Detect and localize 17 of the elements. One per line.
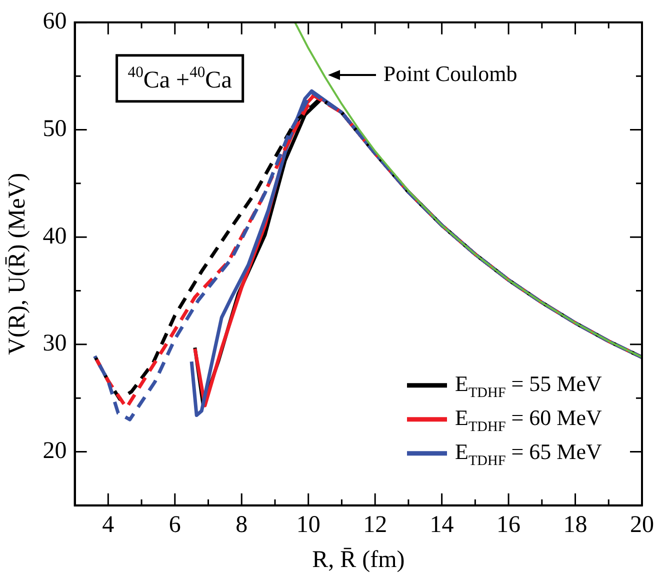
x-tick-label: 20 <box>630 512 654 538</box>
x-tick-label: 8 <box>236 512 248 538</box>
annotation: Point Coulomb <box>383 60 518 86</box>
x-axis-title: R, R̄ (fm) <box>312 546 405 573</box>
y-tick-label: 30 <box>42 330 67 357</box>
y-tick-label: 50 <box>42 116 67 142</box>
x-tick-label: 14 <box>430 512 454 538</box>
x-tick-label: 4 <box>102 512 114 538</box>
x-tick-label: 16 <box>496 512 521 538</box>
y-axis-title: V(R), U(R̄) (MeV) <box>4 172 31 355</box>
y-tick-label: 40 <box>42 223 67 250</box>
y-tick-label: 60 <box>42 8 67 35</box>
x-tick-label: 12 <box>363 512 388 538</box>
x-tick-label: 18 <box>563 512 588 538</box>
x-tick-label: 10 <box>296 512 320 538</box>
y-tick-label: 20 <box>42 438 67 464</box>
x-tick-label: 6 <box>168 512 181 538</box>
